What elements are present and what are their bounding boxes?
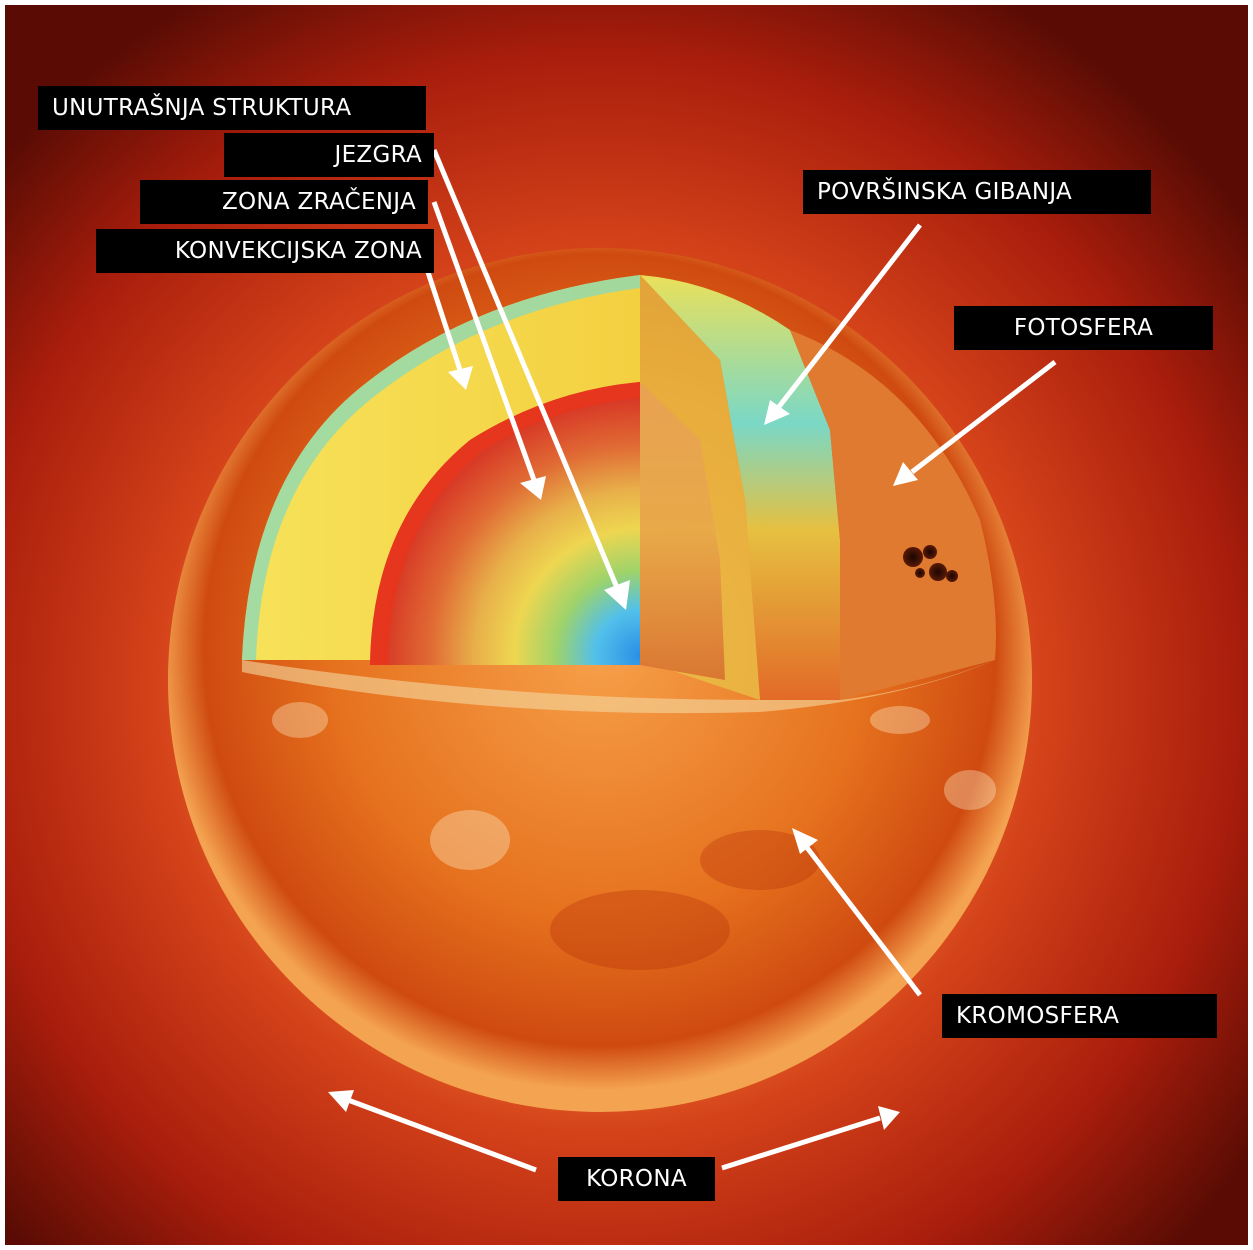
pointer-arrows [328,149,1057,1173]
radiative-zone-cut [370,382,640,665]
label-convective-zone: KONVEKCIJSKA ZONA [96,229,434,273]
surface-motion-wedge [640,275,840,700]
label-corona: KORONA [558,1157,715,1201]
photosphere-surface [790,330,996,700]
label-surface-motions: POVRŠINSKA GIBANJA [803,170,1151,214]
sunspot-cluster [903,545,958,582]
label-radiative-zone: ZONA ZRAČENJA [140,180,428,224]
surface-texture [272,702,996,970]
label-internal-structure: UNUTRAŠNJA STRUKTURA [38,86,426,130]
label-photosphere: FOTOSFERA [954,306,1213,350]
label-core: JEZGRA [224,133,434,177]
label-chromosphere: KROMOSFERA [942,994,1217,1038]
